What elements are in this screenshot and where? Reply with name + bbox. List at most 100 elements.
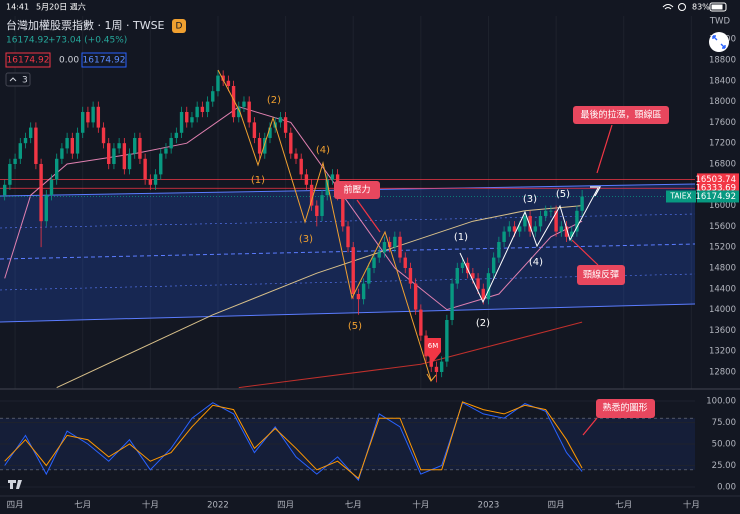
candle-body: [169, 137, 173, 149]
spread: 0.00: [59, 56, 79, 66]
callout-pointer: [356, 199, 381, 233]
moving-average: [4, 106, 583, 311]
candle-body: [174, 132, 179, 138]
candle-body: [309, 184, 314, 206]
candle-body: [55, 158, 59, 180]
candle-body: [367, 267, 371, 284]
orange-wave: [217, 69, 432, 381]
price-level-label: 16503.74: [695, 175, 736, 185]
currency: TWD: [709, 17, 731, 27]
candle-body: [476, 278, 480, 289]
x-tick-label: 七月: [615, 501, 632, 511]
y-tick-label: 17200: [709, 139, 736, 149]
buy-box[interactable]: [81, 52, 127, 68]
candle-body: [112, 148, 116, 164]
moving-average: [238, 321, 583, 389]
candle-body: [356, 293, 361, 300]
price-change: +73.04 (+0.45%): [48, 36, 127, 46]
wave-label: (2): [267, 95, 281, 106]
candle-body: [23, 137, 28, 144]
candle-body: [346, 226, 350, 248]
zoom-button[interactable]: [709, 32, 729, 52]
candle-body: [138, 137, 142, 159]
white-arrow: [590, 186, 602, 197]
candle-body: [190, 117, 194, 123]
wave-label: (1): [251, 175, 265, 186]
channel-bottom: [0, 303, 695, 323]
candle-body: [231, 85, 236, 118]
candle-body: [460, 262, 465, 268]
candle-body: [559, 226, 564, 232]
candle-body: [107, 143, 111, 164]
y-tick-label: 50.00: [712, 440, 736, 450]
last-price-name-tag: [666, 190, 696, 203]
channel-quarter: [0, 213, 695, 229]
candle-body: [39, 163, 43, 222]
wave-label: (2): [476, 318, 490, 329]
sell-box[interactable]: [5, 52, 51, 68]
symbol-title[interactable]: 台灣加權股票指數 · 1周 · TWSE: [6, 18, 165, 32]
orange-arrow: [426, 373, 437, 382]
candle-body: [393, 236, 397, 248]
candle-body: [195, 106, 199, 118]
callout-box: [573, 106, 669, 124]
candle-body: [117, 143, 121, 149]
wave-label: (3): [523, 194, 537, 205]
candle-body: [502, 231, 506, 242]
channel-quarter: [0, 273, 695, 291]
wave-label: (4): [529, 257, 543, 268]
candle-body: [471, 273, 475, 279]
callout-box: [596, 399, 655, 418]
y-tick-label: 15200: [709, 243, 736, 253]
candle-body: [143, 158, 147, 180]
status-battery: 83%: [692, 3, 710, 12]
candle-body: [419, 309, 423, 336]
y-tick-label: 18800: [709, 55, 736, 65]
last-price-label: 16174.92: [695, 192, 736, 202]
candle-body: [299, 158, 303, 175]
candle-body: [549, 210, 553, 212]
candle-body: [278, 117, 283, 123]
y-tick-label: 16800: [709, 159, 736, 169]
candle-body: [361, 283, 366, 300]
lock-icon: [678, 3, 686, 11]
x-tick-label: 十月: [142, 500, 159, 511]
candle-body: [533, 226, 537, 232]
badge: D: [176, 22, 183, 32]
indicator-toggle[interactable]: [5, 72, 31, 87]
candle-body: [179, 111, 184, 133]
wave-label: (5): [348, 321, 362, 332]
caret: [9, 77, 17, 82]
candle-body: [65, 137, 69, 149]
y-tick-label: 15600: [709, 222, 736, 232]
event-badge[interactable]: [425, 338, 441, 362]
last-price: 16174.92: [6, 36, 49, 46]
x-tick-label: 七月: [345, 501, 362, 511]
candle-body: [429, 356, 433, 367]
candle-body: [44, 195, 48, 222]
stoch-line: [4, 401, 583, 480]
candle-body: [8, 163, 12, 185]
wifi-icon: [662, 4, 674, 10]
wave-label: (1): [454, 232, 468, 243]
candle-body: [164, 148, 168, 154]
candle-body: [205, 101, 210, 112]
candle-body: [257, 137, 262, 154]
status-time: 14:41: [6, 3, 29, 12]
x-tick-label: 四月: [548, 501, 565, 511]
y-tick-label: 75.00: [712, 418, 736, 428]
candle-body: [268, 127, 272, 138]
candle-body: [81, 111, 85, 133]
candle-body: [408, 267, 413, 284]
x-tick-label: 十月: [412, 500, 429, 511]
price-level-label: 16333.69: [695, 184, 736, 194]
candle-body: [398, 236, 402, 258]
candle-body: [216, 75, 220, 92]
candle-body: [580, 196, 584, 211]
candle-body: [325, 179, 329, 196]
candle-body: [211, 91, 215, 102]
zoom-icon: [712, 35, 726, 49]
candle-body: [159, 153, 163, 175]
candle-body: [455, 267, 459, 284]
candle-body: [122, 143, 127, 170]
